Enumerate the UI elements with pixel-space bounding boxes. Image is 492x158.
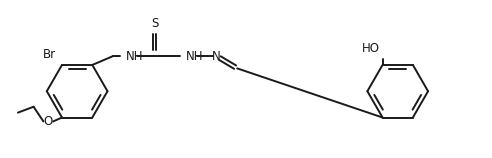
Text: S: S: [151, 17, 158, 30]
Text: Br: Br: [43, 48, 56, 61]
Text: NH: NH: [126, 50, 144, 63]
Text: O: O: [44, 115, 53, 128]
Text: NH: NH: [186, 50, 204, 63]
Text: N: N: [212, 50, 221, 63]
Text: HO: HO: [362, 42, 380, 55]
